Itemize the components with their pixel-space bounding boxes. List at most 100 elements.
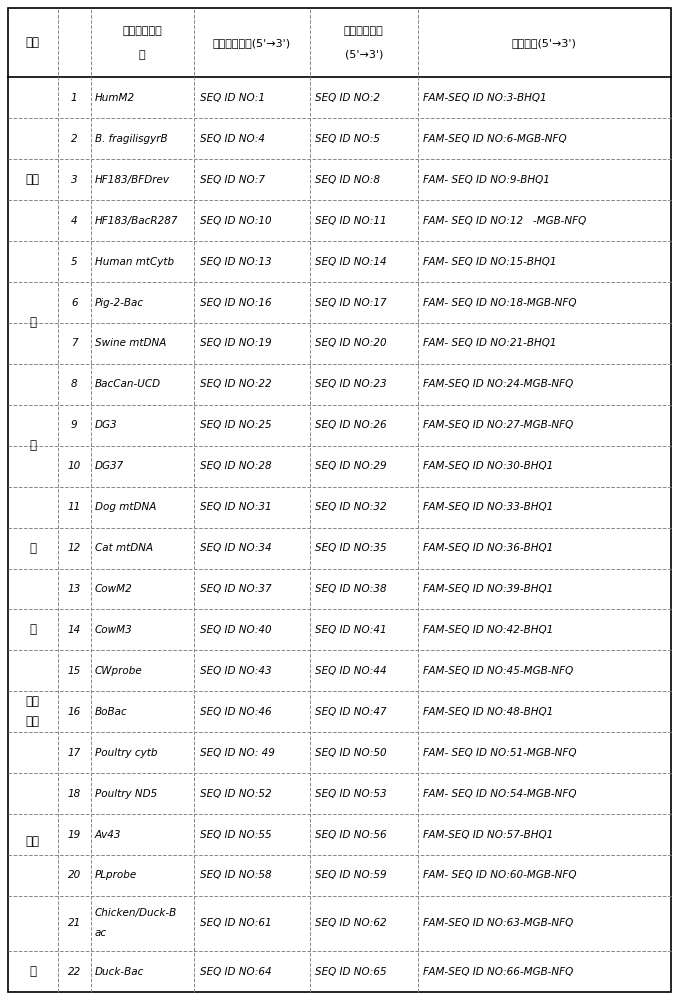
Text: SEQ ID NO:55: SEQ ID NO:55 bbox=[200, 830, 272, 840]
Text: 猪: 猪 bbox=[29, 316, 37, 329]
Text: SEQ ID NO:47: SEQ ID NO:47 bbox=[314, 707, 386, 717]
Text: SEQ ID NO:34: SEQ ID NO:34 bbox=[200, 543, 272, 553]
Text: 3: 3 bbox=[71, 175, 77, 185]
Text: HF183/BacR287: HF183/BacR287 bbox=[95, 216, 179, 226]
Text: SEQ ID NO:7: SEQ ID NO:7 bbox=[200, 175, 265, 185]
Text: SEQ ID NO:59: SEQ ID NO:59 bbox=[314, 870, 386, 880]
Text: SEQ ID NO:19: SEQ ID NO:19 bbox=[200, 338, 272, 348]
Text: SEQ ID NO:44: SEQ ID NO:44 bbox=[314, 666, 386, 676]
Text: SEQ ID NO:40: SEQ ID NO:40 bbox=[200, 625, 272, 635]
Text: SEQ ID NO:50: SEQ ID NO:50 bbox=[314, 748, 386, 758]
Text: SEQ ID NO:2: SEQ ID NO:2 bbox=[314, 93, 380, 103]
Text: Duck-Bac: Duck-Bac bbox=[95, 967, 144, 977]
Text: Chicken/Duck-B: Chicken/Duck-B bbox=[95, 908, 177, 918]
Text: Swine mtDNA: Swine mtDNA bbox=[95, 338, 166, 348]
Text: 反刍: 反刍 bbox=[26, 695, 40, 708]
Text: PLprobe: PLprobe bbox=[95, 870, 137, 880]
Text: FAM- SEQ ID NO:18-MGB-NFQ: FAM- SEQ ID NO:18-MGB-NFQ bbox=[423, 298, 576, 308]
Text: FAM-SEQ ID NO:48-BHQ1: FAM-SEQ ID NO:48-BHQ1 bbox=[423, 707, 553, 717]
Text: FAM-SEQ ID NO:57-BHQ1: FAM-SEQ ID NO:57-BHQ1 bbox=[423, 830, 553, 840]
Text: 5: 5 bbox=[71, 257, 77, 267]
Text: DG37: DG37 bbox=[95, 461, 124, 471]
Text: SEQ ID NO:28: SEQ ID NO:28 bbox=[200, 461, 272, 471]
Text: Av43: Av43 bbox=[95, 830, 122, 840]
Text: FAM-SEQ ID NO:42-BHQ1: FAM-SEQ ID NO:42-BHQ1 bbox=[423, 625, 553, 635]
Text: Poultry ND5: Poultry ND5 bbox=[95, 789, 157, 799]
Text: SEQ ID NO:16: SEQ ID NO:16 bbox=[200, 298, 272, 308]
Text: SEQ ID NO:53: SEQ ID NO:53 bbox=[314, 789, 386, 799]
Text: FAM-SEQ ID NO:66-MGB-NFQ: FAM-SEQ ID NO:66-MGB-NFQ bbox=[423, 967, 573, 977]
Text: SEQ ID NO:25: SEQ ID NO:25 bbox=[200, 420, 272, 430]
Text: SEQ ID NO:17: SEQ ID NO:17 bbox=[314, 298, 386, 308]
Text: FAM- SEQ ID NO:54-MGB-NFQ: FAM- SEQ ID NO:54-MGB-NFQ bbox=[423, 789, 576, 799]
Text: HumM2: HumM2 bbox=[95, 93, 135, 103]
Text: SEQ ID NO:10: SEQ ID NO:10 bbox=[200, 216, 272, 226]
Text: SEQ ID NO:32: SEQ ID NO:32 bbox=[314, 502, 386, 512]
Text: SEQ ID NO:41: SEQ ID NO:41 bbox=[314, 625, 386, 635]
Text: 宿主: 宿主 bbox=[26, 36, 40, 49]
Text: 人类: 人类 bbox=[26, 173, 40, 186]
Text: ac: ac bbox=[95, 928, 107, 938]
Text: HF183/BFDrev: HF183/BFDrev bbox=[95, 175, 170, 185]
Text: 22: 22 bbox=[68, 967, 81, 977]
Text: 12: 12 bbox=[68, 543, 81, 553]
Text: CWprobe: CWprobe bbox=[95, 666, 143, 676]
Text: SEQ ID NO:11: SEQ ID NO:11 bbox=[314, 216, 386, 226]
Text: SEQ ID NO:65: SEQ ID NO:65 bbox=[314, 967, 386, 977]
Text: FAM-SEQ ID NO:63-MGB-NFQ: FAM-SEQ ID NO:63-MGB-NFQ bbox=[423, 918, 573, 928]
Text: 13: 13 bbox=[68, 584, 81, 594]
Text: FAM-SEQ ID NO:33-BHQ1: FAM-SEQ ID NO:33-BHQ1 bbox=[423, 502, 553, 512]
Text: SEQ ID NO:29: SEQ ID NO:29 bbox=[314, 461, 386, 471]
Text: 14: 14 bbox=[68, 625, 81, 635]
Text: SEQ ID NO:38: SEQ ID NO:38 bbox=[314, 584, 386, 594]
Text: 称: 称 bbox=[139, 50, 145, 60]
Text: 牛: 牛 bbox=[29, 623, 37, 636]
Text: SEQ ID NO:46: SEQ ID NO:46 bbox=[200, 707, 272, 717]
Text: DG3: DG3 bbox=[95, 420, 117, 430]
Text: 7: 7 bbox=[71, 338, 77, 348]
Text: 10: 10 bbox=[68, 461, 81, 471]
Text: 家禽: 家禽 bbox=[26, 835, 40, 848]
Text: (5'→3'): (5'→3') bbox=[344, 50, 383, 60]
Text: FAM-SEQ ID NO:6-MGB-NFQ: FAM-SEQ ID NO:6-MGB-NFQ bbox=[423, 134, 566, 144]
Text: 21: 21 bbox=[68, 918, 81, 928]
Text: CowM3: CowM3 bbox=[95, 625, 132, 635]
Text: FAM- SEQ ID NO:21-BHQ1: FAM- SEQ ID NO:21-BHQ1 bbox=[423, 338, 556, 348]
Text: FAM- SEQ ID NO:15-BHQ1: FAM- SEQ ID NO:15-BHQ1 bbox=[423, 257, 556, 267]
Text: SEQ ID NO:62: SEQ ID NO:62 bbox=[314, 918, 386, 928]
Text: 动物: 动物 bbox=[26, 715, 40, 728]
Text: 正向引物序列(5'→3'): 正向引物序列(5'→3') bbox=[213, 38, 291, 48]
Text: 狗: 狗 bbox=[29, 439, 37, 452]
Text: CowM2: CowM2 bbox=[95, 584, 132, 594]
Text: SEQ ID NO:14: SEQ ID NO:14 bbox=[314, 257, 386, 267]
Text: SEQ ID NO:31: SEQ ID NO:31 bbox=[200, 502, 272, 512]
Text: Human mtCytb: Human mtCytb bbox=[95, 257, 174, 267]
Text: 18: 18 bbox=[68, 789, 81, 799]
Text: SEQ ID NO:52: SEQ ID NO:52 bbox=[200, 789, 272, 799]
Text: FAM-SEQ ID NO:39-BHQ1: FAM-SEQ ID NO:39-BHQ1 bbox=[423, 584, 553, 594]
Text: FAM- SEQ ID NO:51-MGB-NFQ: FAM- SEQ ID NO:51-MGB-NFQ bbox=[423, 748, 576, 758]
Text: FAM-SEQ ID NO:45-MGB-NFQ: FAM-SEQ ID NO:45-MGB-NFQ bbox=[423, 666, 573, 676]
Text: Cat mtDNA: Cat mtDNA bbox=[95, 543, 153, 553]
Text: 2: 2 bbox=[71, 134, 77, 144]
Text: SEQ ID NO:37: SEQ ID NO:37 bbox=[200, 584, 272, 594]
Text: BoBac: BoBac bbox=[95, 707, 128, 717]
Text: 分子标记物名: 分子标记物名 bbox=[122, 26, 162, 36]
Text: BacCan-UCD: BacCan-UCD bbox=[95, 379, 161, 389]
Text: SEQ ID NO:5: SEQ ID NO:5 bbox=[314, 134, 380, 144]
Text: SEQ ID NO:43: SEQ ID NO:43 bbox=[200, 666, 272, 676]
Text: 15: 15 bbox=[68, 666, 81, 676]
Text: SEQ ID NO: 49: SEQ ID NO: 49 bbox=[200, 748, 274, 758]
Text: 4: 4 bbox=[71, 216, 77, 226]
Text: SEQ ID NO:22: SEQ ID NO:22 bbox=[200, 379, 272, 389]
Text: SEQ ID NO:64: SEQ ID NO:64 bbox=[200, 967, 272, 977]
Text: 6: 6 bbox=[71, 298, 77, 308]
Text: SEQ ID NO:13: SEQ ID NO:13 bbox=[200, 257, 272, 267]
Text: FAM- SEQ ID NO:9-BHQ1: FAM- SEQ ID NO:9-BHQ1 bbox=[423, 175, 549, 185]
Text: FAM-SEQ ID NO:30-BHQ1: FAM-SEQ ID NO:30-BHQ1 bbox=[423, 461, 553, 471]
Text: SEQ ID NO:56: SEQ ID NO:56 bbox=[314, 830, 386, 840]
Text: 1: 1 bbox=[71, 93, 77, 103]
Text: FAM- SEQ ID NO:12   -MGB-NFQ: FAM- SEQ ID NO:12 -MGB-NFQ bbox=[423, 216, 586, 226]
Text: FAM-SEQ ID NO:24-MGB-NFQ: FAM-SEQ ID NO:24-MGB-NFQ bbox=[423, 379, 573, 389]
Text: 反向引物序列: 反向引物序列 bbox=[344, 26, 384, 36]
